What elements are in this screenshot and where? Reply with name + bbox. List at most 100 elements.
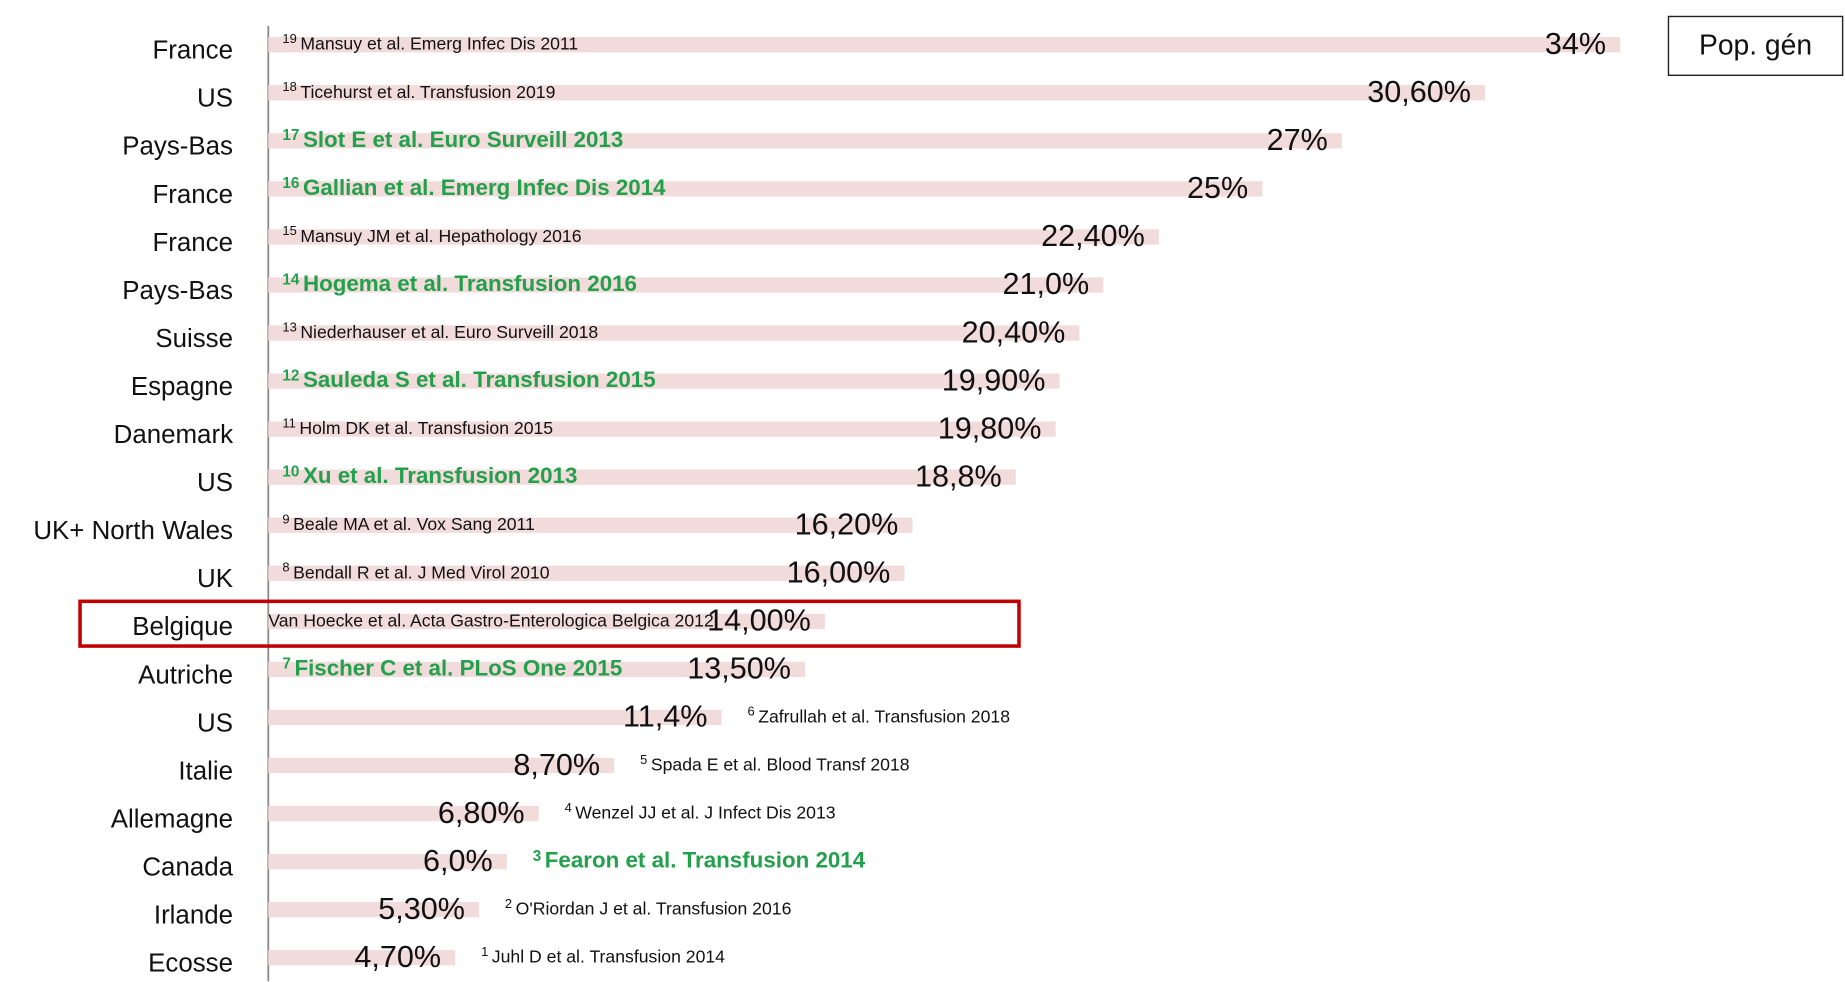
- reference: 14 Hogema et al. Transfusion 2016: [282, 271, 637, 296]
- category-label: Autriche: [138, 661, 233, 689]
- bar: [268, 661, 806, 678]
- category-label: France: [152, 229, 233, 257]
- reference-number: 1: [481, 944, 488, 959]
- reference-number: 12: [282, 367, 299, 384]
- reference-number: 16: [282, 175, 299, 192]
- annotation: Pop. gén: [1699, 29, 1812, 61]
- reference-number: 18: [282, 79, 296, 94]
- bar: [268, 325, 1080, 341]
- reference-text: Holm DK et al. Transfusion 2015: [299, 418, 553, 438]
- reference: 1 Juhl D et al. Transfusion 2014: [481, 944, 725, 966]
- reference-text: Beale MA et al. Vox Sang 2011: [293, 514, 535, 534]
- reference: Van Hoecke et al. Acta Gastro-Enterologi…: [268, 610, 713, 630]
- reference: 2 O'Riordan J et al. Transfusion 2016: [505, 896, 792, 918]
- bar: [268, 709, 722, 726]
- highlight-box: [78, 599, 1021, 648]
- value-label: 16,20%: [795, 507, 899, 541]
- reference-number: 6: [747, 704, 754, 719]
- category-label: Allemagne: [111, 805, 233, 833]
- reference-text: Ticehurst et al. Transfusion 2019: [300, 81, 555, 101]
- category-label: Canada: [142, 854, 233, 882]
- reference-text: Mansuy JM et al. Hepathology 2016: [300, 226, 581, 246]
- reference-number: 14: [282, 271, 299, 288]
- bar: [268, 853, 507, 870]
- reference: 4 Wenzel JJ et al. J Infect Dis 2013: [565, 800, 836, 822]
- reference: 16 Gallian et al. Emerg Infec Dis 2014: [282, 175, 666, 200]
- category-label: Ecosse: [148, 950, 233, 978]
- reference-text: Wenzel JJ et al. J Infect Dis 2013: [575, 802, 835, 822]
- reference-number: 11: [282, 416, 295, 431]
- value-label: 5,30%: [378, 892, 465, 926]
- value-label: 22,40%: [1041, 219, 1145, 253]
- value-label: 19,80%: [938, 411, 1042, 445]
- category-label: UK+ North Wales: [33, 517, 233, 545]
- bar: [268, 902, 480, 918]
- bar: [268, 373, 1060, 389]
- value-label: 27%: [1267, 123, 1328, 157]
- category-label: Suisse: [155, 325, 233, 353]
- reference-number: 7: [282, 656, 291, 673]
- reference: 8 Bendall R et al. J Med Virol 2010: [282, 560, 549, 582]
- value-label: 11,4%: [623, 700, 707, 734]
- value-label: 16,00%: [787, 556, 891, 590]
- bar: [268, 757, 615, 774]
- reference-number: 17: [282, 127, 299, 144]
- reference-number: 10: [282, 464, 299, 481]
- reference-number: 5: [640, 752, 647, 767]
- reference-number: 4: [565, 800, 572, 815]
- reference-text: O'Riordan J et al. Transfusion 2016: [516, 898, 792, 918]
- category-label: France: [152, 181, 233, 209]
- reference: 6 Zafrullah et al. Transfusion 2018: [747, 704, 1010, 726]
- reference-number: 13: [282, 320, 296, 335]
- value-label: 30,60%: [1367, 75, 1471, 109]
- reference-text: Zafrullah et al. Transfusion 2018: [758, 706, 1010, 726]
- reference-text: Mansuy et al. Emerg Infec Dis 2011: [300, 33, 578, 53]
- bar: [268, 277, 1104, 293]
- value-label: 20,40%: [962, 315, 1066, 349]
- category-label: Danemark: [114, 421, 233, 449]
- reference-text: Van Hoecke et al. Acta Gastro-Enterologi…: [268, 610, 713, 630]
- value-label: 19,90%: [942, 363, 1046, 397]
- bar: [268, 565, 905, 581]
- bar: [268, 133, 1342, 149]
- reference-number: 8: [282, 560, 289, 575]
- reference-text: Gallian et al. Emerg Infec Dis 2014: [303, 175, 666, 200]
- reference: 19 Mansuy et al. Emerg Infec Dis 2011: [282, 31, 578, 53]
- reference-text: Sauleda S et al. Transfusion 2015: [303, 367, 656, 392]
- reference-text: Hogema et al. Transfusion 2016: [303, 271, 637, 296]
- reference-text: Fischer C et al. PLoS One 2015: [294, 655, 622, 680]
- bar: [268, 37, 1621, 53]
- value-label: 34%: [1545, 27, 1606, 61]
- value-label: 18,8%: [915, 459, 1002, 493]
- reference-number: 2: [505, 896, 512, 911]
- value-label: 6,0%: [423, 844, 493, 878]
- reference-text: Spada E et al. Blood Transf 2018: [651, 754, 910, 774]
- reference: 18 Ticehurst et al. Transfusion 2019: [282, 79, 555, 101]
- reference-text: Bendall R et al. J Med Virol 2010: [293, 562, 550, 582]
- category-label: US: [197, 469, 233, 497]
- value-label: 8,70%: [513, 748, 600, 782]
- bar: [268, 613, 825, 629]
- reference: 9 Beale MA et al. Vox Sang 2011: [282, 512, 534, 534]
- reference-number: 9: [282, 512, 289, 527]
- reference: 3 Fearon et al. Transfusion 2014: [533, 848, 866, 873]
- bar: [268, 85, 1486, 101]
- value-label: 4,70%: [354, 940, 441, 974]
- reference-text: Xu et al. Transfusion 2013: [303, 463, 577, 488]
- bar: [268, 469, 1016, 485]
- reference: 17 Slot E et al. Euro Surveill 2013: [282, 127, 623, 152]
- reference: 11 Holm DK et al. Transfusion 2015: [282, 416, 553, 438]
- value-label: 6,80%: [438, 796, 525, 830]
- reference-text: Slot E et al. Euro Surveill 2013: [303, 127, 623, 152]
- bar: [268, 950, 456, 966]
- category-label: US: [197, 85, 233, 113]
- reference: 10 Xu et al. Transfusion 2013: [282, 463, 577, 488]
- value-label: 21,0%: [1002, 267, 1089, 301]
- value-label: 13,50%: [687, 652, 791, 686]
- reference-number: 3: [533, 848, 542, 865]
- category-label: UK: [197, 565, 233, 593]
- value-label: 25%: [1187, 171, 1248, 205]
- category-label: France: [152, 37, 233, 65]
- reference: 13 Niederhauser et al. Euro Surveill 2018: [282, 320, 598, 342]
